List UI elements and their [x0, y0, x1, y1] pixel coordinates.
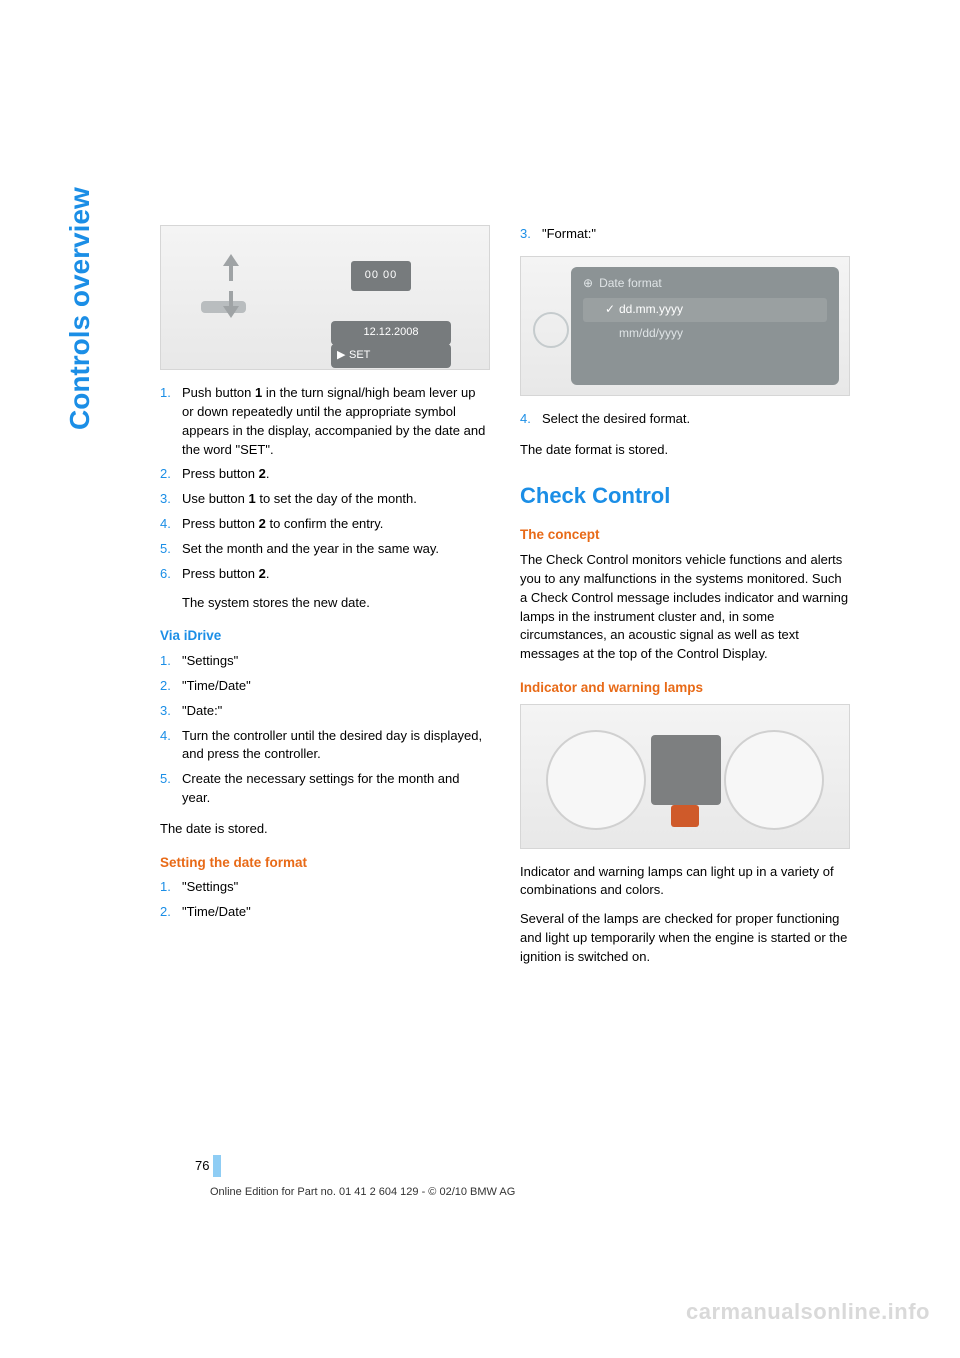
step-text: Select the desired format. — [542, 410, 850, 429]
step-text: Set the month and the year in the same w… — [182, 540, 490, 559]
list-item: 1."Settings" — [160, 652, 490, 671]
heading-via-idrive: Via iDrive — [160, 626, 490, 646]
footer-text: Online Edition for Part no. 01 41 2 604 … — [210, 1185, 515, 1201]
right-column: 3."Format:" ⊕ Date format ✓dd.mm.yyyy mm… — [520, 225, 850, 977]
steps-via-idrive: 1."Settings" 2."Time/Date" 3."Date:" 4.T… — [160, 652, 490, 808]
list-item: 1. Push button 1 in the turn signal/high… — [160, 384, 490, 459]
list-item: 4.Select the desired format. — [520, 410, 850, 429]
center-display-icon — [651, 735, 721, 805]
page-number-bar — [213, 1155, 221, 1177]
list-item: 5. Set the month and the year in the sam… — [160, 540, 490, 559]
warning-lamp-icon — [671, 805, 699, 827]
page-number: 76 — [195, 1155, 221, 1177]
steps-set-date: 1. Push button 1 in the turn signal/high… — [160, 384, 490, 584]
check-icon: ✓ — [605, 301, 619, 318]
figure-clock-icon: 00 00 — [351, 261, 411, 291]
step-number: 4. — [520, 410, 542, 429]
figure-date-format-menu: ⊕ Date format ✓dd.mm.yyyy mm/dd/yyyy — [520, 256, 850, 396]
step-text: "Time/Date" — [182, 903, 490, 922]
list-item: 2."Time/Date" — [160, 677, 490, 696]
steps-format-top: 3."Format:" — [520, 225, 850, 244]
menu-panel: ⊕ Date format ✓dd.mm.yyyy mm/dd/yyyy — [571, 267, 839, 385]
paragraph: The date is stored. — [160, 820, 490, 839]
play-icon: ▶ — [337, 348, 345, 364]
heading-concept: The concept — [520, 525, 850, 545]
step-number: 1. — [160, 652, 182, 671]
figure-instrument-cluster — [520, 704, 850, 849]
figure-set-text: SET — [349, 349, 370, 361]
step-number: 4. — [160, 515, 182, 534]
section-side-title: Controls overview — [60, 187, 101, 430]
controller-knob-icon — [533, 312, 569, 348]
list-item: 6. Press button 2. — [160, 565, 490, 584]
step-number: 2. — [160, 677, 182, 696]
step-text: "Settings" — [182, 652, 490, 671]
step-text: "Time/Date" — [182, 677, 490, 696]
list-item: 4. Press button 2 to confirm the entry. — [160, 515, 490, 534]
step-text: Push button 1 in the turn signal/high be… — [182, 384, 490, 459]
list-item: 3."Format:" — [520, 225, 850, 244]
gauge-icon — [546, 730, 646, 830]
menu-title-text: Date format — [599, 275, 662, 292]
watermark: carmanualsonline.info — [686, 1296, 930, 1328]
list-item: 1."Settings" — [160, 878, 490, 897]
figure-display-set-date: 00 00 12.12.2008 ▶ SET — [160, 225, 490, 370]
step-text: Press button 2. — [182, 565, 490, 584]
step-number: 2. — [160, 903, 182, 922]
step-text: Press button 2 to confirm the entry. — [182, 515, 490, 534]
step-text: "Settings" — [182, 878, 490, 897]
list-item: 2."Time/Date" — [160, 903, 490, 922]
step-number: 2. — [160, 465, 182, 484]
step-text: Use button 1 to set the day of the month… — [182, 490, 490, 509]
figure-set-label: ▶ SET — [331, 344, 451, 368]
step-text: Press button 2. — [182, 465, 490, 484]
globe-icon: ⊕ — [583, 275, 593, 292]
paragraph: The Check Control monitors vehicle funct… — [520, 551, 850, 664]
step-number: 4. — [160, 727, 182, 765]
menu-option-text: dd.mm.yyyy — [619, 302, 683, 316]
step-number: 5. — [160, 770, 182, 808]
paragraph: Several of the lamps are checked for pro… — [520, 910, 850, 967]
menu-option-selected: ✓dd.mm.yyyy — [583, 298, 827, 321]
menu-option: mm/dd/yyyy — [583, 322, 827, 345]
heading-date-format: Setting the date format — [160, 853, 490, 873]
step-number: 3. — [160, 490, 182, 509]
step-number: 3. — [160, 702, 182, 721]
list-item: 4.Turn the controller until the desired … — [160, 727, 490, 765]
step-text: "Date:" — [182, 702, 490, 721]
step-subtext: The system stores the new date. — [182, 594, 490, 613]
list-item: 3. Use button 1 to set the day of the mo… — [160, 490, 490, 509]
list-item: 3."Date:" — [160, 702, 490, 721]
gauge-icon — [724, 730, 824, 830]
list-item: 5.Create the necessary settings for the … — [160, 770, 490, 808]
step-number: 1. — [160, 384, 182, 459]
list-item: 2. Press button 2. — [160, 465, 490, 484]
menu-option-text: mm/dd/yyyy — [619, 326, 683, 340]
step-number: 3. — [520, 225, 542, 244]
steps-date-format: 1."Settings" 2."Time/Date" — [160, 878, 490, 922]
step-number: 5. — [160, 540, 182, 559]
paragraph: The date format is stored. — [520, 441, 850, 460]
step-text: "Format:" — [542, 225, 850, 244]
step-number: 6. — [160, 565, 182, 584]
heading-lamps: Indicator and warning lamps — [520, 678, 850, 698]
left-column: 00 00 12.12.2008 ▶ SET 1. Push button 1 … — [160, 225, 490, 977]
heading-check-control: Check Control — [520, 480, 850, 512]
step-text: Create the necessary settings for the mo… — [182, 770, 490, 808]
paragraph: Indicator and warning lamps can light up… — [520, 863, 850, 901]
menu-title: ⊕ Date format — [583, 275, 827, 292]
page-content: 00 00 12.12.2008 ▶ SET 1. Push button 1 … — [160, 225, 850, 977]
page-number-text: 76 — [195, 1157, 209, 1176]
figure-date-value: 12.12.2008 — [331, 321, 451, 345]
lever-icon — [191, 246, 271, 326]
step-text: Turn the controller until the desired da… — [182, 727, 490, 765]
steps-format-bottom: 4.Select the desired format. — [520, 410, 850, 429]
step-number: 1. — [160, 878, 182, 897]
